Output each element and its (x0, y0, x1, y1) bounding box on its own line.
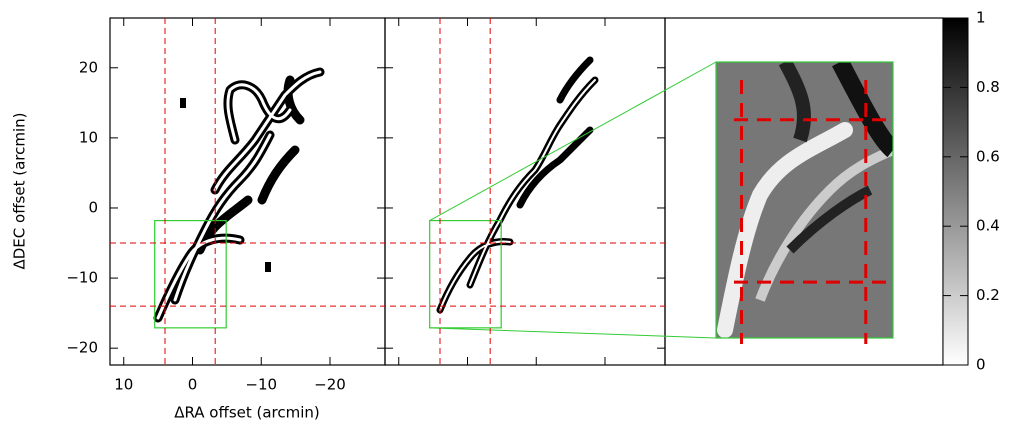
colorbar-tick-label: 0.2 (976, 286, 1000, 304)
y-tick-label: −20 (66, 339, 98, 357)
zoom-box (154, 219, 227, 329)
colorbar-tick-label: 1 (976, 9, 986, 27)
x-axis-label: ΔRA offset (arcmin) (174, 404, 320, 422)
colorbar-tick-label: 0.4 (976, 217, 1000, 235)
y-tick-label: −10 (66, 269, 98, 287)
y-tick-label: 0 (88, 198, 98, 216)
x-tick-label: −10 (245, 376, 277, 394)
zoom-panel (716, 62, 893, 338)
x-tick-label: 0 (188, 376, 198, 394)
colorbar-tick-label: 0.6 (976, 147, 1000, 165)
zoom-box (429, 219, 502, 329)
colorbar-tick-label: 0 (976, 356, 986, 374)
y-axis-label: ΔDEC offset (arcmin) (11, 112, 29, 269)
y-tick-label: 10 (79, 128, 98, 146)
zoom-connector (429, 327, 717, 339)
colorbar (942, 17, 969, 366)
colorbar-tick-label: 0.8 (976, 78, 1000, 96)
x-tick-label: 10 (114, 376, 133, 394)
zoom-frame (715, 61, 894, 339)
filament-map-filtered (436, 56, 599, 314)
zoom-connector (429, 61, 717, 222)
panel-frame (109, 17, 386, 366)
filament-map (153, 67, 325, 323)
y-tick-label: 20 (79, 58, 98, 76)
x-tick-label: −20 (314, 376, 346, 394)
